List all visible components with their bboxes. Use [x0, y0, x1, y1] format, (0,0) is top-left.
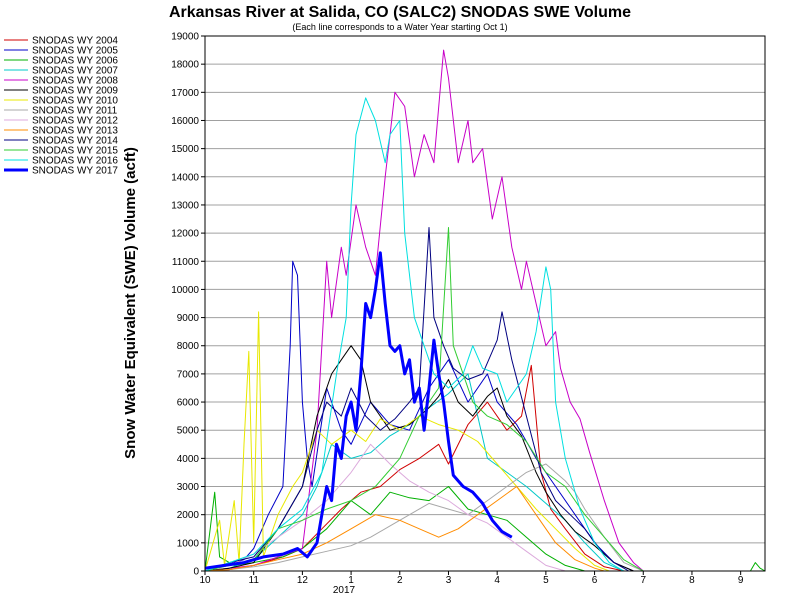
y-tick-label: 0	[193, 567, 199, 578]
legend-label: SNODAS WY 2014	[32, 136, 118, 147]
plot-area	[205, 36, 765, 571]
series-line-snodas-wy-2015	[204, 227, 765, 572]
chart-subtitle: (Each line corresponds to a Water Year s…	[292, 22, 507, 32]
x-tick-label: 10	[199, 575, 211, 586]
y-tick-label: 16000	[171, 116, 199, 127]
y-tick-label: 1000	[177, 538, 200, 549]
plot-frame	[204, 35, 766, 572]
series-line-snodas-wy-2014	[204, 227, 765, 572]
x-tick-label: 1	[348, 575, 354, 586]
legend-label: SNODAS WY 2011	[32, 106, 118, 117]
y-tick-label: 11000	[172, 257, 200, 268]
x-tick-label: 6	[592, 575, 598, 586]
y-tick-label: 12000	[171, 229, 199, 240]
x-tick-label: 8	[689, 575, 695, 586]
y-ticks: 0 1000 2000 3000 4000 5000 6000 7000 8000 9000 100…	[171, 32, 205, 578]
y-tick-label: 2000	[177, 510, 200, 521]
y-tick-label: 19000	[171, 32, 199, 43]
x-tick-label: 11	[249, 575, 260, 586]
legend-label: SNODAS WY 2005	[32, 46, 118, 57]
series-layer	[204, 49, 766, 572]
legend-label: SNODAS WY 2015	[32, 146, 118, 157]
legend-label: SNODAS WY 2007	[32, 66, 118, 77]
series-line-snodas-wy-2016	[204, 97, 765, 572]
x-year-label: 2017	[333, 585, 356, 596]
y-tick-label: 8000	[177, 341, 200, 352]
series-line-snodas-wy-2012	[204, 443, 765, 572]
y-tick-label: 3000	[177, 482, 200, 493]
x-tick-label: 7	[640, 575, 646, 586]
legend-label: SNODAS WY 2004	[32, 36, 118, 47]
y-tick-label: 10000	[171, 285, 199, 296]
legend-label: SNODAS WY 2012	[32, 116, 118, 127]
y-tick-label: 7000	[177, 369, 200, 380]
y-tick-label: 4000	[177, 454, 200, 465]
x-tick-label: 12	[297, 575, 309, 586]
y-tick-label: 18000	[171, 60, 199, 71]
legend-label: SNODAS WY 2016	[32, 156, 118, 167]
y-axis-label: Snow Water Equivalent (SWE) Volume (acft…	[122, 147, 139, 459]
grid	[205, 63, 765, 544]
legend-label: SNODAS WY 2008	[32, 76, 118, 87]
series-line-snodas-wy-2011	[204, 463, 765, 572]
series-line-snodas-wy-2008	[204, 49, 765, 572]
x-tick-label: 5	[543, 575, 549, 586]
x-tick-label: 9	[738, 575, 744, 586]
series-line-snodas-wy-2010	[204, 311, 765, 572]
x-ticks: 10 11 12 1 2 3 4 5 6 7 8 9	[199, 571, 744, 586]
series-line-snodas-wy-2009	[204, 345, 765, 572]
y-tick-label: 9000	[177, 313, 200, 324]
y-tick-label: 13000	[171, 200, 199, 211]
legend-label: SNODAS WY 2009	[32, 86, 118, 97]
x-tick-label: 4	[494, 575, 500, 586]
series-line-snodas-wy-2017	[204, 251, 513, 570]
x-tick-label: 3	[446, 575, 452, 586]
legend-label: SNODAS WY 2013	[32, 126, 118, 137]
chart-title: Arkansas River at Salida, CO (SALC2) SNO…	[169, 4, 631, 21]
legend-label: SNODAS WY 2017	[32, 166, 118, 177]
series-line-snodas-wy-2013	[204, 486, 765, 572]
legend-label: SNODAS WY 2010	[32, 96, 118, 107]
y-tick-label: 17000	[171, 88, 199, 99]
y-tick-label: 5000	[177, 426, 200, 437]
y-tick-label: 14000	[171, 172, 199, 183]
x-tick-label: 2	[397, 575, 403, 586]
y-tick-label: 6000	[177, 398, 200, 409]
legend-label: SNODAS WY 2006	[32, 56, 118, 67]
y-tick-label: 15000	[171, 144, 199, 155]
